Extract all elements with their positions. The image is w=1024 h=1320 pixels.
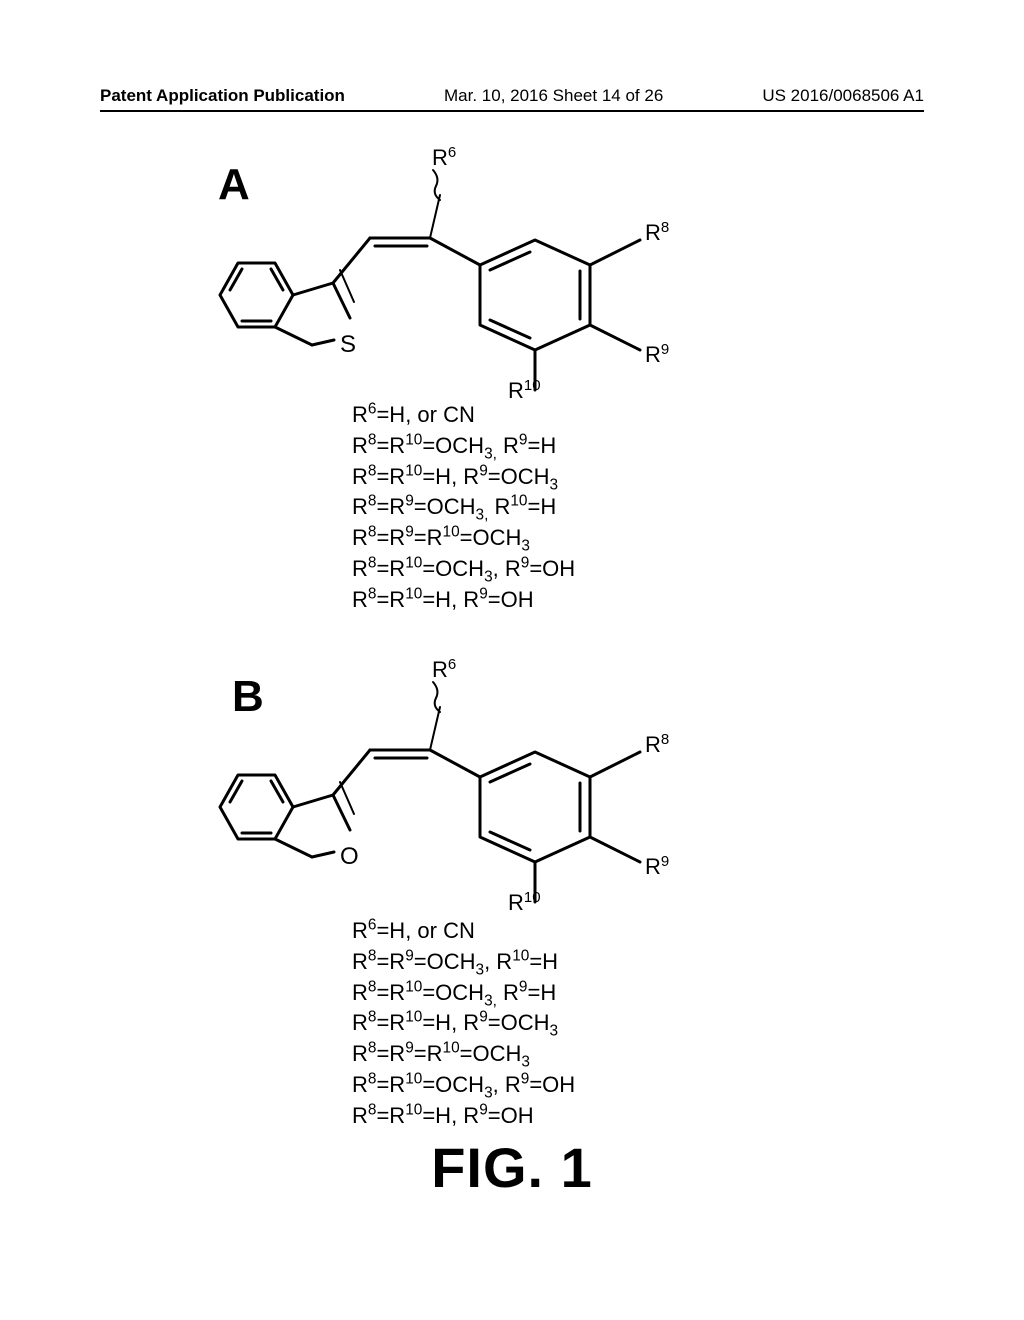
definition-line: R8=R10=OCH3, R9=H — [352, 431, 575, 462]
definition-line: R6=H, or CN — [352, 400, 575, 431]
svg-text:R8: R8 — [645, 219, 669, 246]
header-rule — [100, 110, 924, 112]
definition-line: R8=R10=H, R9=OH — [352, 585, 575, 616]
chemical-structure-b: O R6 R8 R9 R10 — [190, 652, 730, 917]
definition-line: R8=R10=OCH3, R9=OH — [352, 554, 575, 585]
svg-text:R10: R10 — [508, 377, 541, 401]
header-right: US 2016/0068506 A1 — [762, 86, 924, 106]
definition-line: R8=R9=OCH3, R10=H — [352, 492, 575, 523]
definition-line: R6=H, or CN — [352, 916, 575, 947]
definitions-a: R6=H, or CNR8=R10=OCH3, R9=HR8=R10=H, R9… — [352, 400, 575, 616]
definitions-b: R6=H, or CNR8=R9=OCH3, R10=HR8=R10=OCH3,… — [352, 916, 575, 1132]
definition-line: R8=R10=H, R9=OCH3 — [352, 1008, 575, 1039]
definition-line: R8=R10=OCH3, R9=H — [352, 978, 575, 1009]
header-left: Patent Application Publication — [100, 86, 345, 106]
chemical-structure-a: S R6 R8 R9 R10 — [190, 140, 730, 405]
figure-label: FIG. 1 — [0, 1135, 1024, 1200]
page-header: Patent Application Publication Mar. 10, … — [0, 86, 1024, 106]
definition-line: R8=R9=R10=OCH3 — [352, 1039, 575, 1070]
definition-line: R8=R10=OCH3, R9=OH — [352, 1070, 575, 1101]
svg-text:R9: R9 — [645, 341, 669, 368]
svg-text:R8: R8 — [645, 731, 669, 758]
definition-line: R8=R9=OCH3, R10=H — [352, 947, 575, 978]
definition-line: R8=R10=H, R9=OCH3 — [352, 462, 575, 493]
header-center: Mar. 10, 2016 Sheet 14 of 26 — [444, 86, 663, 106]
definition-line: R8=R10=H, R9=OH — [352, 1101, 575, 1132]
svg-text:R6: R6 — [432, 656, 456, 683]
svg-text:R6: R6 — [432, 144, 456, 171]
svg-text:R10: R10 — [508, 889, 541, 913]
svg-text:R9: R9 — [645, 853, 669, 880]
svg-text:O: O — [340, 843, 359, 870]
definition-line: R8=R9=R10=OCH3 — [352, 523, 575, 554]
svg-text:S: S — [340, 331, 356, 358]
